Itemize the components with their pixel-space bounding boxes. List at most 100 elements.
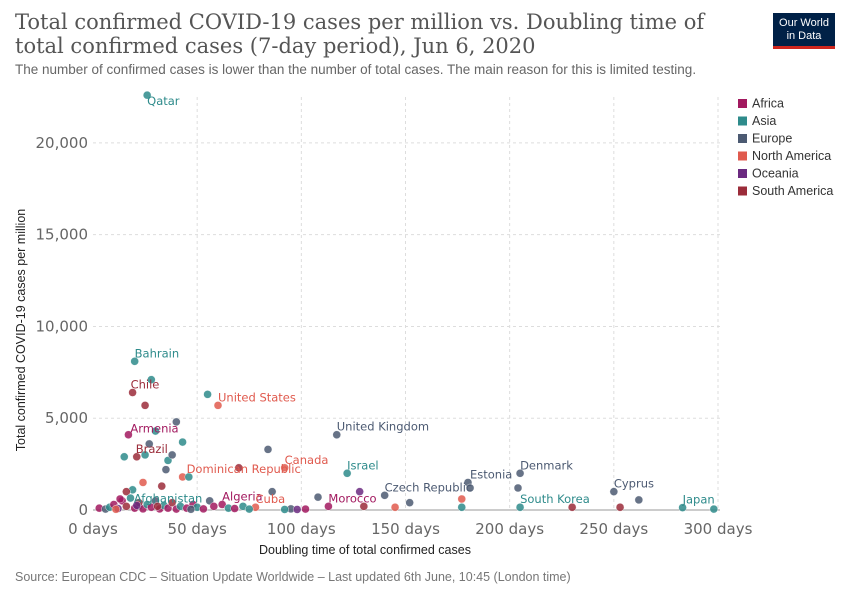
legend-label[interactable]: Africa	[752, 97, 784, 111]
point-label: Morocco	[328, 491, 376, 505]
point-bahrain[interactable]	[130, 357, 139, 366]
point-japan[interactable]	[678, 503, 687, 512]
data-point[interactable]	[122, 487, 131, 496]
point-morocco[interactable]	[324, 502, 333, 511]
data-point[interactable]	[313, 492, 323, 502]
point-armenia[interactable]	[124, 430, 133, 439]
data-point[interactable]	[405, 498, 414, 507]
data-point[interactable]	[567, 503, 577, 512]
point-label: Estonia	[470, 467, 512, 481]
data-point[interactable]	[132, 501, 141, 510]
point-canada[interactable]	[280, 463, 289, 472]
data-point[interactable]	[513, 483, 523, 493]
y-axis-ticks: 0 5,000 10,000 15,000 20,000	[36, 134, 89, 519]
legend-label[interactable]: Europe	[752, 132, 792, 146]
data-point[interactable]	[267, 487, 277, 496]
x-axis-ticks: 0 days 50 days 100 days 150 days 200 days 250…	[68, 520, 752, 538]
point-label: United Kingdom	[337, 420, 429, 434]
data-point[interactable]	[145, 439, 154, 449]
data-point[interactable]	[199, 504, 208, 514]
point-label: Canada	[285, 453, 329, 467]
data-points	[95, 90, 719, 514]
data-point[interactable]	[465, 483, 475, 493]
point-chile[interactable]	[128, 388, 137, 397]
legend-label[interactable]: Oceania	[752, 167, 799, 181]
data-point[interactable]	[126, 493, 135, 503]
chart-subtitle: The number of confirmed cases is lower t…	[15, 62, 697, 77]
x-tick-label: 0 days	[68, 520, 118, 538]
data-point[interactable]	[634, 495, 644, 505]
data-point[interactable]	[292, 505, 302, 514]
data-point[interactable]	[301, 504, 310, 514]
data-point[interactable]	[178, 437, 187, 447]
data-point[interactable]	[203, 390, 212, 399]
data-point[interactable]	[167, 498, 177, 507]
point-cyprus[interactable]	[609, 487, 619, 496]
data-point[interactable]	[172, 417, 181, 427]
data-point[interactable]	[209, 502, 219, 511]
point-label: Dominican Republic	[187, 462, 301, 476]
y-tick-label: 15,000	[36, 226, 89, 244]
data-point[interactable]	[167, 450, 177, 460]
data-point[interactable]	[280, 505, 289, 514]
data-point[interactable]	[184, 472, 194, 482]
point-label: Denmark	[520, 458, 573, 472]
data-point[interactable]	[457, 503, 466, 512]
owid-logo[interactable]: Our World in Data	[773, 13, 835, 49]
source-note: Source: European CDC – Situation Update …	[15, 570, 571, 584]
point-qatar[interactable]	[142, 90, 152, 100]
data-point[interactable]	[355, 487, 364, 496]
chart-title: Total confirmed COVID-19 cases per milli…	[15, 10, 705, 58]
point-south-korea[interactable]	[515, 503, 525, 512]
data-point[interactable]	[457, 494, 466, 504]
point-label: Bahrain	[135, 346, 179, 360]
point-denmark[interactable]	[515, 469, 525, 478]
legend-swatch[interactable]	[738, 169, 747, 178]
legend-swatch[interactable]	[738, 186, 747, 196]
data-point[interactable]	[120, 452, 129, 461]
point-label: Afghanistan	[134, 491, 202, 505]
data-point[interactable]	[234, 463, 244, 472]
legend-label[interactable]: North America	[752, 149, 831, 163]
data-point[interactable]	[140, 401, 150, 410]
data-point[interactable]	[161, 465, 171, 474]
logo-line-1: Our World	[779, 17, 829, 29]
x-tick-label: 250 days	[579, 520, 648, 538]
x-tick-label: 100 days	[267, 520, 336, 538]
point-label: Czech Republic	[385, 480, 473, 494]
point-united-states[interactable]	[213, 401, 223, 410]
x-tick-label: 150 days	[371, 520, 440, 538]
point-label: Brazil	[136, 442, 168, 456]
legend-swatch[interactable]	[738, 151, 747, 161]
data-point[interactable]	[115, 494, 125, 504]
data-point[interactable]	[157, 481, 166, 491]
data-point[interactable]	[615, 503, 625, 512]
legend-swatch[interactable]	[738, 99, 747, 108]
data-point[interactable]	[138, 478, 148, 487]
data-point[interactable]	[709, 504, 719, 514]
legend-swatch[interactable]	[738, 134, 747, 143]
legend-label[interactable]: South America	[752, 184, 833, 198]
data-point[interactable]	[147, 375, 156, 384]
point-czech-republic[interactable]	[380, 491, 389, 500]
point-israel[interactable]	[342, 469, 352, 478]
point-brazil[interactable]	[132, 452, 141, 461]
data-point[interactable]	[153, 502, 162, 511]
data-point[interactable]	[390, 503, 400, 512]
point-algeria[interactable]	[217, 500, 227, 509]
data-point[interactable]	[111, 505, 121, 514]
data-point[interactable]	[263, 445, 273, 454]
data-point[interactable]	[122, 502, 131, 511]
data-point[interactable]	[359, 502, 369, 511]
data-point[interactable]	[186, 505, 196, 514]
data-point[interactable]	[140, 450, 150, 460]
point-label: Armenia	[130, 422, 178, 436]
data-point[interactable]	[151, 426, 160, 436]
data-point[interactable]	[245, 504, 254, 514]
point-label: Algeria	[222, 489, 262, 503]
point-united-kingdom[interactable]	[332, 430, 341, 439]
data-point[interactable]	[230, 504, 239, 513]
x-tick-label: 300 days	[684, 520, 753, 538]
legend-label[interactable]: Asia	[752, 114, 776, 128]
legend-swatch[interactable]	[738, 116, 747, 126]
